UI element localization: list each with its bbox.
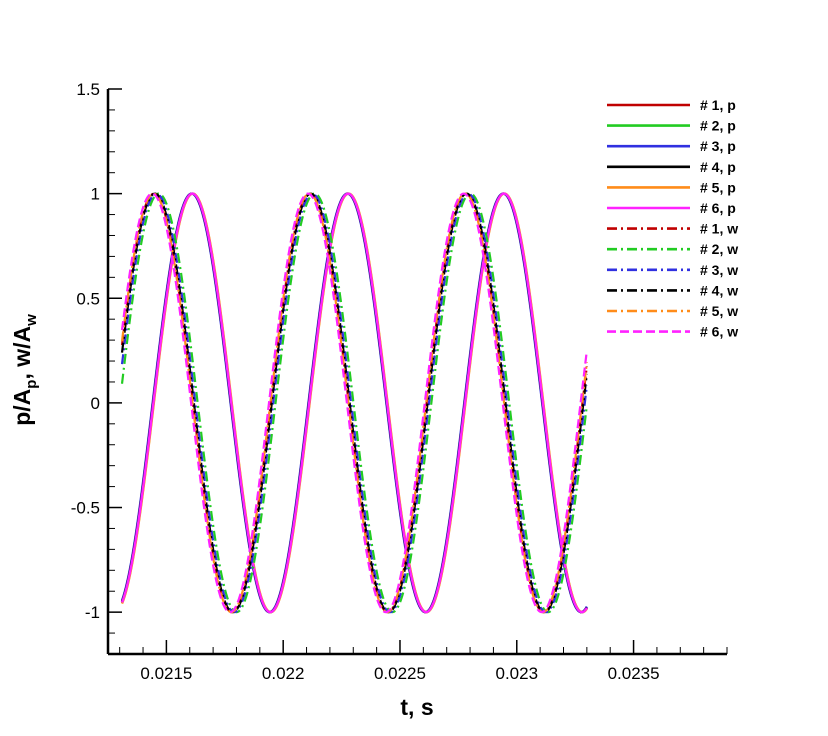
y-title-sub-p: p: [23, 380, 40, 389]
series-line-12: [120, 192, 588, 614]
y-tick-label: -0.5: [71, 499, 100, 518]
legend-label-4: # 4, p: [700, 159, 736, 175]
y-title-part-w: , w/A: [9, 326, 35, 380]
legend-label-2: # 2, p: [700, 118, 736, 134]
x-tick-label: 0.0225: [374, 664, 426, 683]
legend-label-5: # 5, p: [700, 179, 736, 195]
y-title-sub-w: w: [23, 314, 40, 327]
legend-label-7: # 1, w: [700, 221, 738, 237]
y-tick-label: 1.5: [76, 80, 100, 99]
legend-label-1: # 1, p: [700, 97, 736, 113]
legend-label-8: # 2, w: [700, 241, 738, 257]
plot-area: [120, 192, 588, 614]
series-line-8: [120, 192, 588, 614]
series-line-11: [120, 192, 588, 614]
y-tick-label: 0: [91, 394, 100, 413]
legend: # 1, p # 2, p # 3, p # 4, p # 5, p # 6, p # 1,…: [607, 97, 738, 340]
x-axis-title: t, s: [400, 694, 433, 720]
y-tick-label: -1: [85, 603, 100, 622]
y-tick-label: 0.5: [76, 289, 100, 308]
x-tick-label: 0.022: [262, 664, 305, 683]
axes: -1 -0.5 0 0.5 1 1.5 0.0215 0.022 0.0225 0.023 0.02…: [71, 80, 728, 683]
legend-label-6: # 6, p: [700, 200, 736, 216]
y-title-part-p: p/A: [9, 389, 35, 426]
series-line-10: [120, 192, 588, 614]
x-tick-label: 0.0235: [608, 664, 660, 683]
legend-label-11: # 5, w: [700, 303, 738, 319]
series-line-6: [120, 192, 588, 614]
legend-label-12: # 6, w: [700, 324, 738, 340]
x-tick-label: 0.023: [496, 664, 539, 683]
legend-label-3: # 3, p: [700, 138, 736, 154]
series-line-9: [120, 192, 588, 614]
x-tick-label: 0.0215: [140, 664, 192, 683]
legend-label-10: # 4, w: [700, 282, 738, 298]
y-axis-title: p/Ap, w/Aw: [9, 314, 40, 426]
y-tick-label: 1: [91, 185, 100, 204]
legend-label-9: # 3, w: [700, 262, 738, 278]
